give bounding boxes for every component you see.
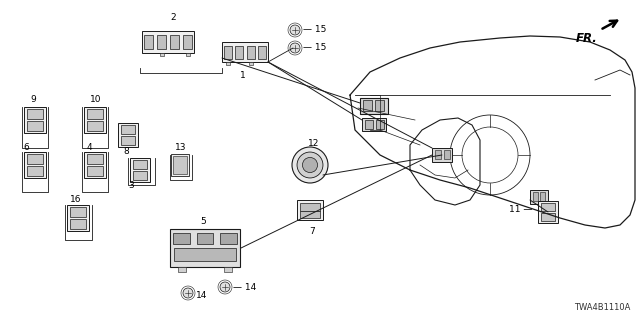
Bar bbox=[435, 150, 441, 159]
Bar bbox=[224, 267, 232, 272]
Bar bbox=[297, 200, 323, 220]
Bar bbox=[144, 35, 153, 49]
Bar bbox=[87, 166, 102, 176]
Text: 12: 12 bbox=[308, 139, 319, 148]
Bar bbox=[235, 45, 243, 59]
Bar bbox=[70, 219, 86, 229]
Text: — 14: — 14 bbox=[233, 283, 256, 292]
Text: — 15: — 15 bbox=[303, 26, 326, 35]
Bar bbox=[530, 190, 548, 204]
Bar bbox=[300, 203, 320, 212]
Bar bbox=[170, 229, 240, 267]
Bar bbox=[183, 35, 192, 49]
Bar bbox=[375, 100, 384, 111]
Bar bbox=[171, 154, 189, 176]
Bar bbox=[223, 45, 232, 59]
Bar bbox=[362, 118, 386, 131]
Bar bbox=[173, 233, 190, 244]
Text: 10: 10 bbox=[90, 95, 102, 105]
Bar bbox=[258, 45, 266, 59]
Bar bbox=[540, 192, 545, 201]
Bar bbox=[170, 35, 179, 49]
Bar bbox=[220, 233, 237, 244]
Text: 9: 9 bbox=[30, 95, 36, 105]
Text: 6: 6 bbox=[23, 143, 29, 153]
Bar bbox=[533, 192, 538, 201]
Bar bbox=[196, 233, 213, 244]
Text: 3: 3 bbox=[128, 180, 134, 189]
Bar bbox=[541, 213, 555, 221]
Bar bbox=[365, 120, 373, 129]
Bar bbox=[84, 152, 106, 178]
Text: 2: 2 bbox=[170, 13, 175, 22]
Circle shape bbox=[220, 282, 230, 292]
Text: FR.: FR. bbox=[576, 32, 598, 45]
Bar bbox=[376, 120, 384, 129]
Bar bbox=[186, 53, 189, 56]
Bar bbox=[159, 53, 163, 56]
Text: 8: 8 bbox=[123, 148, 129, 156]
Bar bbox=[70, 207, 86, 217]
Text: TWA4B1110A: TWA4B1110A bbox=[573, 303, 630, 312]
Bar bbox=[133, 171, 147, 180]
Bar bbox=[28, 154, 43, 164]
Circle shape bbox=[292, 147, 328, 183]
Circle shape bbox=[290, 25, 300, 35]
Bar bbox=[249, 62, 253, 65]
Bar bbox=[541, 203, 555, 211]
Circle shape bbox=[297, 152, 323, 178]
Text: 11 —: 11 — bbox=[509, 205, 532, 214]
Bar bbox=[87, 121, 102, 131]
Bar bbox=[363, 100, 372, 111]
Text: 1: 1 bbox=[240, 70, 246, 79]
Bar bbox=[121, 136, 135, 145]
Bar bbox=[24, 107, 46, 133]
Bar bbox=[28, 109, 43, 119]
Bar bbox=[84, 107, 106, 133]
Bar bbox=[142, 31, 194, 53]
Bar bbox=[226, 62, 230, 65]
Bar bbox=[178, 267, 186, 272]
Bar bbox=[24, 152, 46, 178]
Bar bbox=[28, 166, 43, 176]
Bar bbox=[87, 154, 102, 164]
Bar bbox=[246, 45, 255, 59]
Bar bbox=[118, 123, 138, 147]
Text: 16: 16 bbox=[70, 196, 81, 204]
Bar bbox=[157, 35, 166, 49]
Bar bbox=[444, 150, 450, 159]
Bar bbox=[87, 109, 102, 119]
Circle shape bbox=[303, 157, 317, 172]
Bar bbox=[300, 211, 320, 218]
Text: 5: 5 bbox=[200, 218, 205, 227]
Bar bbox=[173, 156, 187, 174]
Bar bbox=[133, 160, 147, 169]
Bar bbox=[28, 121, 43, 131]
Bar bbox=[432, 148, 452, 162]
Bar bbox=[67, 205, 89, 231]
Bar bbox=[121, 125, 135, 134]
Text: 7: 7 bbox=[309, 228, 315, 236]
Text: 4: 4 bbox=[87, 143, 93, 153]
Bar bbox=[174, 248, 236, 261]
Bar bbox=[222, 42, 268, 62]
Bar bbox=[130, 158, 150, 182]
Circle shape bbox=[290, 43, 300, 53]
Circle shape bbox=[183, 288, 193, 298]
Bar bbox=[360, 98, 388, 114]
Text: — 15: — 15 bbox=[303, 44, 326, 52]
Bar bbox=[538, 201, 558, 223]
Text: 14: 14 bbox=[196, 291, 207, 300]
Text: 13: 13 bbox=[175, 142, 186, 151]
